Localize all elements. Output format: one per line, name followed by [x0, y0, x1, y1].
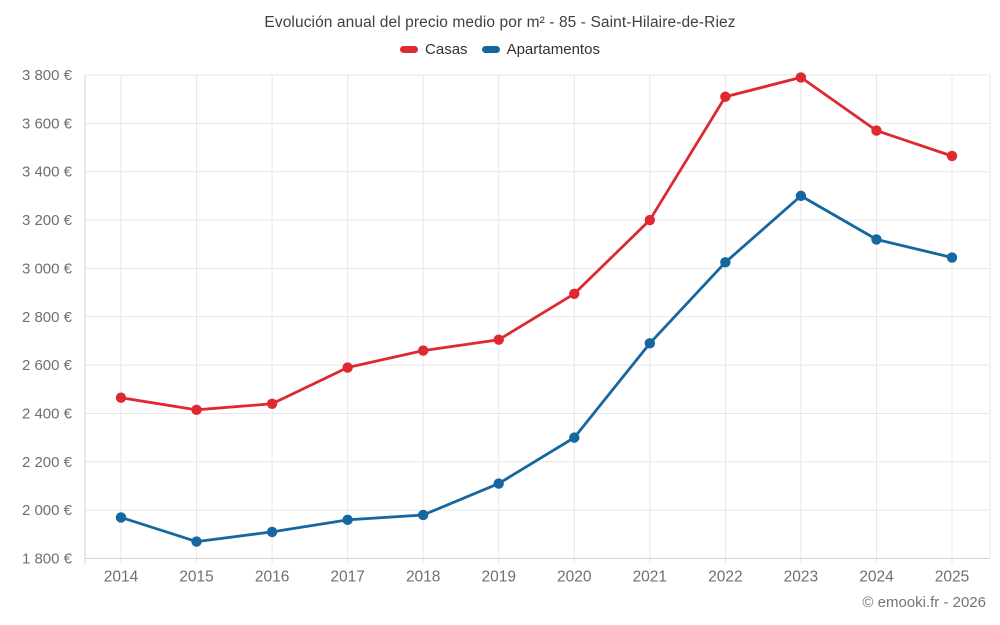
- data-point-apartamentos-2015[interactable]: [191, 536, 202, 547]
- y-axis-tick-label: 3 600 €: [22, 115, 73, 132]
- copyright-footer: © emooki.fr - 2026: [862, 594, 986, 611]
- legend-label-casas: Casas: [425, 41, 468, 58]
- y-axis-tick-label: 2 200 €: [22, 454, 73, 471]
- apartamentos-series-swatch-icon: [481, 46, 500, 53]
- series-line-casas: [119, 76, 954, 412]
- x-axis-tick-label: 2014: [104, 569, 139, 586]
- y-axis-tick-label: 1 800 €: [22, 551, 73, 568]
- x-axis-tick-label: 2018: [406, 569, 440, 586]
- data-point-casas-2017[interactable]: [342, 362, 353, 373]
- y-axis-tick-label: 3 400 €: [22, 164, 73, 181]
- x-axis-tick-label: 2023: [784, 569, 818, 586]
- x-axis-tick-label: 2021: [633, 569, 667, 586]
- x-axis-tick-label: 2024: [859, 569, 894, 586]
- data-point-casas-2015[interactable]: [191, 404, 202, 416]
- y-axis-tick-label: 2 000 €: [22, 502, 73, 519]
- data-point-casas-2023[interactable]: [795, 72, 807, 83]
- x-axis-tick-label: 2020: [557, 569, 592, 586]
- data-point-casas-2020[interactable]: [569, 288, 580, 299]
- y-axis-tick-label: 2 600 €: [22, 357, 73, 374]
- y-axis-tick-label: 3 000 €: [22, 260, 73, 277]
- y-axis-tick-label: 2 800 €: [22, 309, 73, 326]
- legend-item-casas[interactable]: Casas: [400, 41, 468, 58]
- data-point-casas-2025[interactable]: [946, 150, 958, 162]
- x-axis-tick-label: 2022: [708, 569, 742, 586]
- data-point-casas-2024[interactable]: [871, 125, 882, 136]
- x-axis-tick-label: 2025: [935, 569, 969, 586]
- data-point-apartamentos-2017[interactable]: [342, 514, 353, 526]
- data-point-apartamentos-2025[interactable]: [946, 252, 958, 263]
- data-point-apartamentos-2014[interactable]: [115, 512, 127, 523]
- data-point-casas-2016[interactable]: [266, 398, 278, 409]
- data-point-casas-2021[interactable]: [644, 214, 656, 226]
- data-point-apartamentos-2020[interactable]: [569, 432, 580, 443]
- data-point-apartamentos-2024[interactable]: [871, 234, 882, 245]
- data-point-apartamentos-2018[interactable]: [417, 509, 429, 521]
- x-axis-tick-label: 2015: [179, 569, 213, 586]
- x-axis-tick-label: 2016: [255, 569, 289, 586]
- legend-item-apartamentos[interactable]: Apartamentos: [481, 41, 600, 58]
- chart-title: Evolución anual del precio medio por m² …: [264, 14, 736, 31]
- data-point-casas-2022[interactable]: [720, 91, 731, 102]
- data-point-apartamentos-2016[interactable]: [266, 526, 278, 538]
- x-axis-tick-label: 2017: [330, 569, 364, 586]
- data-point-apartamentos-2021[interactable]: [644, 338, 656, 349]
- data-point-apartamentos-2022[interactable]: [720, 257, 731, 268]
- series-line-apartamentos: [119, 194, 954, 543]
- y-axis-tick-label: 3 200 €: [22, 212, 73, 229]
- chart-legend: Casas Apartamentos: [0, 41, 1000, 58]
- y-axis-tick-label: 3 800 €: [22, 67, 73, 84]
- casas-series-swatch-icon: [400, 46, 419, 53]
- data-point-casas-2014[interactable]: [115, 392, 127, 403]
- x-axis-tick-label: 2019: [481, 569, 515, 586]
- data-point-apartamentos-2019[interactable]: [493, 478, 504, 489]
- data-point-casas-2018[interactable]: [417, 345, 429, 356]
- y-axis-tick-label: 2 400 €: [22, 405, 73, 422]
- data-point-casas-2019[interactable]: [493, 334, 504, 345]
- legend-label-apartamentos: Apartamentos: [506, 41, 600, 58]
- data-point-apartamentos-2023[interactable]: [795, 190, 807, 202]
